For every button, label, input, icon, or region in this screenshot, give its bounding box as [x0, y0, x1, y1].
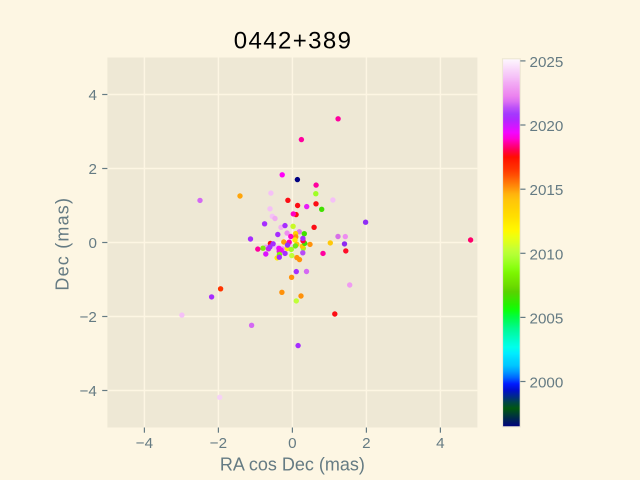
svg-text:−2: −2 [210, 435, 227, 452]
svg-text:2: 2 [362, 435, 370, 452]
svg-text:Dec (mas): Dec (mas) [53, 197, 73, 291]
svg-text:0442+389: 0442+389 [234, 28, 353, 55]
svg-text:2010: 2010 [530, 246, 564, 263]
svg-text:2020: 2020 [530, 118, 564, 135]
svg-text:0: 0 [288, 435, 296, 452]
svg-text:−2: −2 [80, 309, 97, 326]
svg-text:−4: −4 [80, 383, 97, 400]
svg-text:4: 4 [436, 435, 444, 452]
svg-text:0: 0 [88, 235, 96, 252]
svg-text:2025: 2025 [530, 54, 564, 71]
svg-text:2000: 2000 [530, 375, 564, 392]
svg-text:2005: 2005 [530, 310, 564, 327]
svg-text:2015: 2015 [530, 182, 564, 199]
svg-text:−4: −4 [136, 435, 153, 452]
svg-text:2: 2 [88, 161, 96, 178]
svg-text:4: 4 [88, 87, 96, 104]
svg-text:RA cos Dec (mas): RA cos Dec (mas) [220, 455, 365, 475]
